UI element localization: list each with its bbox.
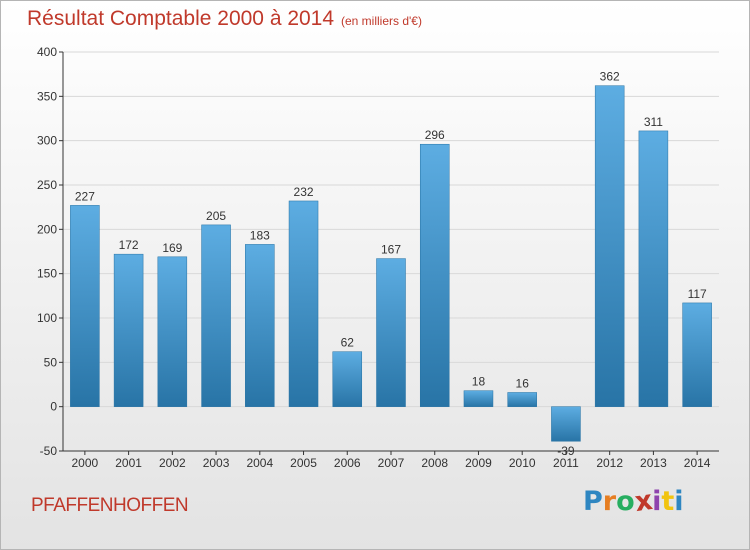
x-tick-label: 2010	[509, 456, 536, 470]
x-tick-label: 2006	[334, 456, 361, 470]
logo-letter: t	[661, 486, 675, 517]
y-tick-label: 50	[44, 355, 58, 369]
bar-chart: 227 172 169 205 183 232 62 167 296 18 16 -39 362 311 1…	[37, 45, 719, 470]
logo-letter: i	[674, 486, 684, 517]
value-labels: 227 172 169 205 183 232 62 167 296 18 16 -39 362 311 1…	[75, 70, 707, 459]
x-tick-label: 2009	[465, 456, 492, 470]
bar	[507, 392, 537, 407]
y-tick-label: 200	[37, 222, 57, 236]
value-label: 205	[206, 209, 226, 223]
value-label: 183	[250, 228, 270, 242]
y-tick-label: -50	[40, 444, 58, 458]
x-tick-label: 2004	[246, 456, 273, 470]
bar	[682, 302, 712, 407]
x-tick-label: 2013	[640, 456, 667, 470]
y-tick-label: 0	[50, 400, 57, 414]
value-label: 117	[688, 287, 707, 301]
logo-letter: P	[583, 486, 603, 517]
x-tick-label: 2000	[72, 456, 99, 470]
bar	[113, 253, 144, 407]
bar	[463, 390, 494, 407]
x-tick-label: 2001	[115, 456, 142, 470]
bar	[245, 244, 275, 407]
x-tick-label: 2007	[378, 456, 405, 470]
x-tick-label: 2003	[203, 456, 230, 470]
logo-letter: i	[652, 486, 662, 517]
y-tick-label: 100	[37, 311, 57, 325]
value-label: 296	[425, 128, 445, 142]
logo-letter: o	[616, 486, 635, 517]
value-label: 227	[75, 189, 95, 203]
y-tick-label: 300	[37, 134, 57, 148]
proxiti-logo: Proxiti	[583, 484, 684, 519]
chart-title: Résultat Comptable 2000 à 2014	[27, 7, 335, 30]
y-tick-label: 250	[37, 178, 57, 192]
bar	[201, 224, 231, 407]
value-label: 16	[516, 376, 530, 390]
x-tick-label: 2012	[596, 456, 623, 470]
y-tick-labels: 400 350 300 250 200 150 100 50 0 -50	[37, 45, 57, 458]
logo-letter: x	[632, 484, 655, 519]
x-tick-label: 2002	[159, 456, 186, 470]
value-label: 18	[472, 375, 486, 389]
bars	[70, 85, 712, 442]
bar	[70, 205, 100, 407]
value-label: 172	[119, 238, 139, 252]
x-tick-label: 2011	[553, 456, 579, 470]
x-tick-label: 2014	[684, 456, 711, 470]
chart-subtitle: (en milliers d'€)	[341, 14, 422, 28]
x-tick-labels: 2000 2001 2002 2003 2004 2005 2006 2007 2008 2009…	[72, 456, 711, 470]
value-label: -39	[557, 444, 575, 458]
y-tick-label: 400	[37, 45, 57, 59]
bar	[551, 406, 581, 442]
commune-name: PFAFFENHOFFEN	[31, 495, 189, 516]
x-tick-label: 2008	[421, 456, 448, 470]
x-tick-label: 2005	[290, 456, 317, 470]
value-label: 311	[644, 115, 663, 129]
bar	[638, 130, 669, 407]
y-tick-label: 150	[37, 267, 57, 281]
value-label: 362	[600, 70, 620, 84]
bar	[157, 256, 188, 407]
y-tick-label: 350	[37, 89, 57, 103]
bar	[288, 200, 319, 407]
bar	[594, 85, 625, 407]
bar	[332, 351, 363, 407]
axes	[59, 51, 719, 455]
logo-letter: r	[602, 486, 617, 517]
value-label: 62	[341, 336, 355, 350]
bar	[376, 258, 406, 407]
bar	[419, 143, 450, 407]
value-label: 232	[294, 185, 314, 199]
value-label: 167	[381, 243, 401, 257]
value-label: 169	[162, 241, 182, 255]
